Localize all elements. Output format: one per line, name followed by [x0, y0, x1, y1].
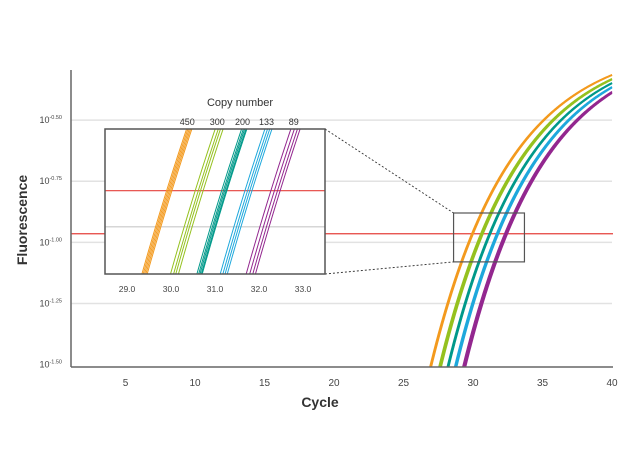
inset-x-tick-label: 29.0 [119, 284, 136, 294]
inset-chart: Copy number 450 300 200 133 89 29.0 30.0 31.0 32.… [104, 97, 326, 294]
inset-curve-89-2 [249, 129, 295, 274]
inset-curve-133-1 [219, 129, 266, 274]
zoom-box-group [324, 128, 526, 275]
x-tick-label: 20 [328, 378, 340, 389]
inset-curve-300-3 [175, 129, 221, 274]
inset-curve-300-4 [177, 129, 224, 274]
inset-x-tick-label: 33.0 [295, 284, 312, 294]
inset-curve-133-2 [222, 129, 269, 274]
x-tick-label: 35 [537, 378, 549, 389]
inset-curve-200-3 [199, 129, 246, 274]
x-tick-labels: 5 10 15 20 25 30 35 40 [123, 378, 618, 389]
y-tick-label: 10-1.00 [39, 237, 62, 247]
y-tick-labels: 10-0.50 10-0.75 10-1.00 10-1.25 10-1.50 [39, 115, 62, 369]
inset-curve-300-2 [173, 129, 219, 274]
inset-curve-89-1 [245, 129, 292, 274]
curve-450-1 [429, 74, 613, 367]
x-tick-label: 5 [123, 378, 129, 389]
curve-200-1 [446, 82, 613, 367]
inset-curve-200-1 [196, 129, 243, 274]
x-tick-label: 25 [398, 378, 410, 389]
y-axis-title: Fluorescence [14, 175, 30, 265]
inset-background [105, 129, 325, 274]
y-tick-label: 10-0.75 [39, 176, 62, 186]
x-tick-label: 30 [467, 378, 479, 389]
curve-450-2 [429, 74, 613, 367]
inset-curve-133-3 [224, 129, 271, 274]
inset-x-tick-label: 31.0 [207, 284, 224, 294]
x-tick-label: 40 [606, 378, 618, 389]
inset-x-tick-label: 30.0 [163, 284, 180, 294]
curve-133-1 [453, 86, 613, 367]
axes [70, 70, 613, 368]
curve-300-1 [438, 78, 613, 367]
inset-curve-89-4 [254, 129, 301, 274]
inset-curve-200-2 [198, 129, 244, 274]
y-tick-label: 10-0.50 [39, 115, 62, 125]
inset-curve-450-4 [145, 129, 192, 274]
inset-x-tick-label: 32.0 [251, 284, 268, 294]
curve-300-4 [440, 79, 613, 367]
curve-89-1 [462, 90, 613, 367]
curve-200-2 [447, 82, 613, 367]
inset-curve-450-5 [146, 129, 193, 274]
main-curves [429, 74, 613, 367]
curve-133-4 [456, 87, 613, 367]
series-label-300: 300 [210, 117, 225, 127]
inset-curve-300-1 [170, 129, 216, 274]
curve-89-2 [463, 91, 613, 367]
curve-200-5 [448, 82, 613, 367]
inset-curve-450-2 [142, 129, 189, 274]
inset-frame [104, 128, 326, 275]
series-label-200: 200 [235, 117, 250, 127]
inset-curve-450-1 [141, 129, 188, 274]
curve-450-5 [430, 74, 613, 367]
series-label-89: 89 [289, 117, 299, 127]
curve-200-4 [447, 82, 613, 367]
x-tick-label: 10 [190, 378, 202, 389]
curve-89-4 [464, 92, 613, 367]
series-label-133: 133 [259, 117, 274, 127]
inset-curves [141, 129, 301, 274]
curve-200-3 [447, 82, 613, 367]
x-tick-label: 15 [259, 378, 271, 389]
zoom-connector-bottom [324, 261, 454, 275]
series-label-450: 450 [180, 117, 195, 127]
y-tick-label: 10-1.50 [39, 360, 62, 370]
inset-curve-450-3 [144, 129, 190, 274]
y-tick-label: 10-1.25 [39, 298, 62, 308]
inset-title: Copy number [207, 97, 273, 109]
inset-curve-200-4 [200, 129, 247, 274]
inset-curve-133-4 [226, 129, 273, 274]
zoom-connector-top [324, 128, 454, 214]
x-axis-title: Cycle [301, 394, 339, 410]
inset-curve-89-3 [252, 129, 298, 274]
zoom-box [452, 212, 526, 263]
inset-curve-200-5 [201, 129, 248, 274]
curve-450-3 [429, 74, 613, 367]
